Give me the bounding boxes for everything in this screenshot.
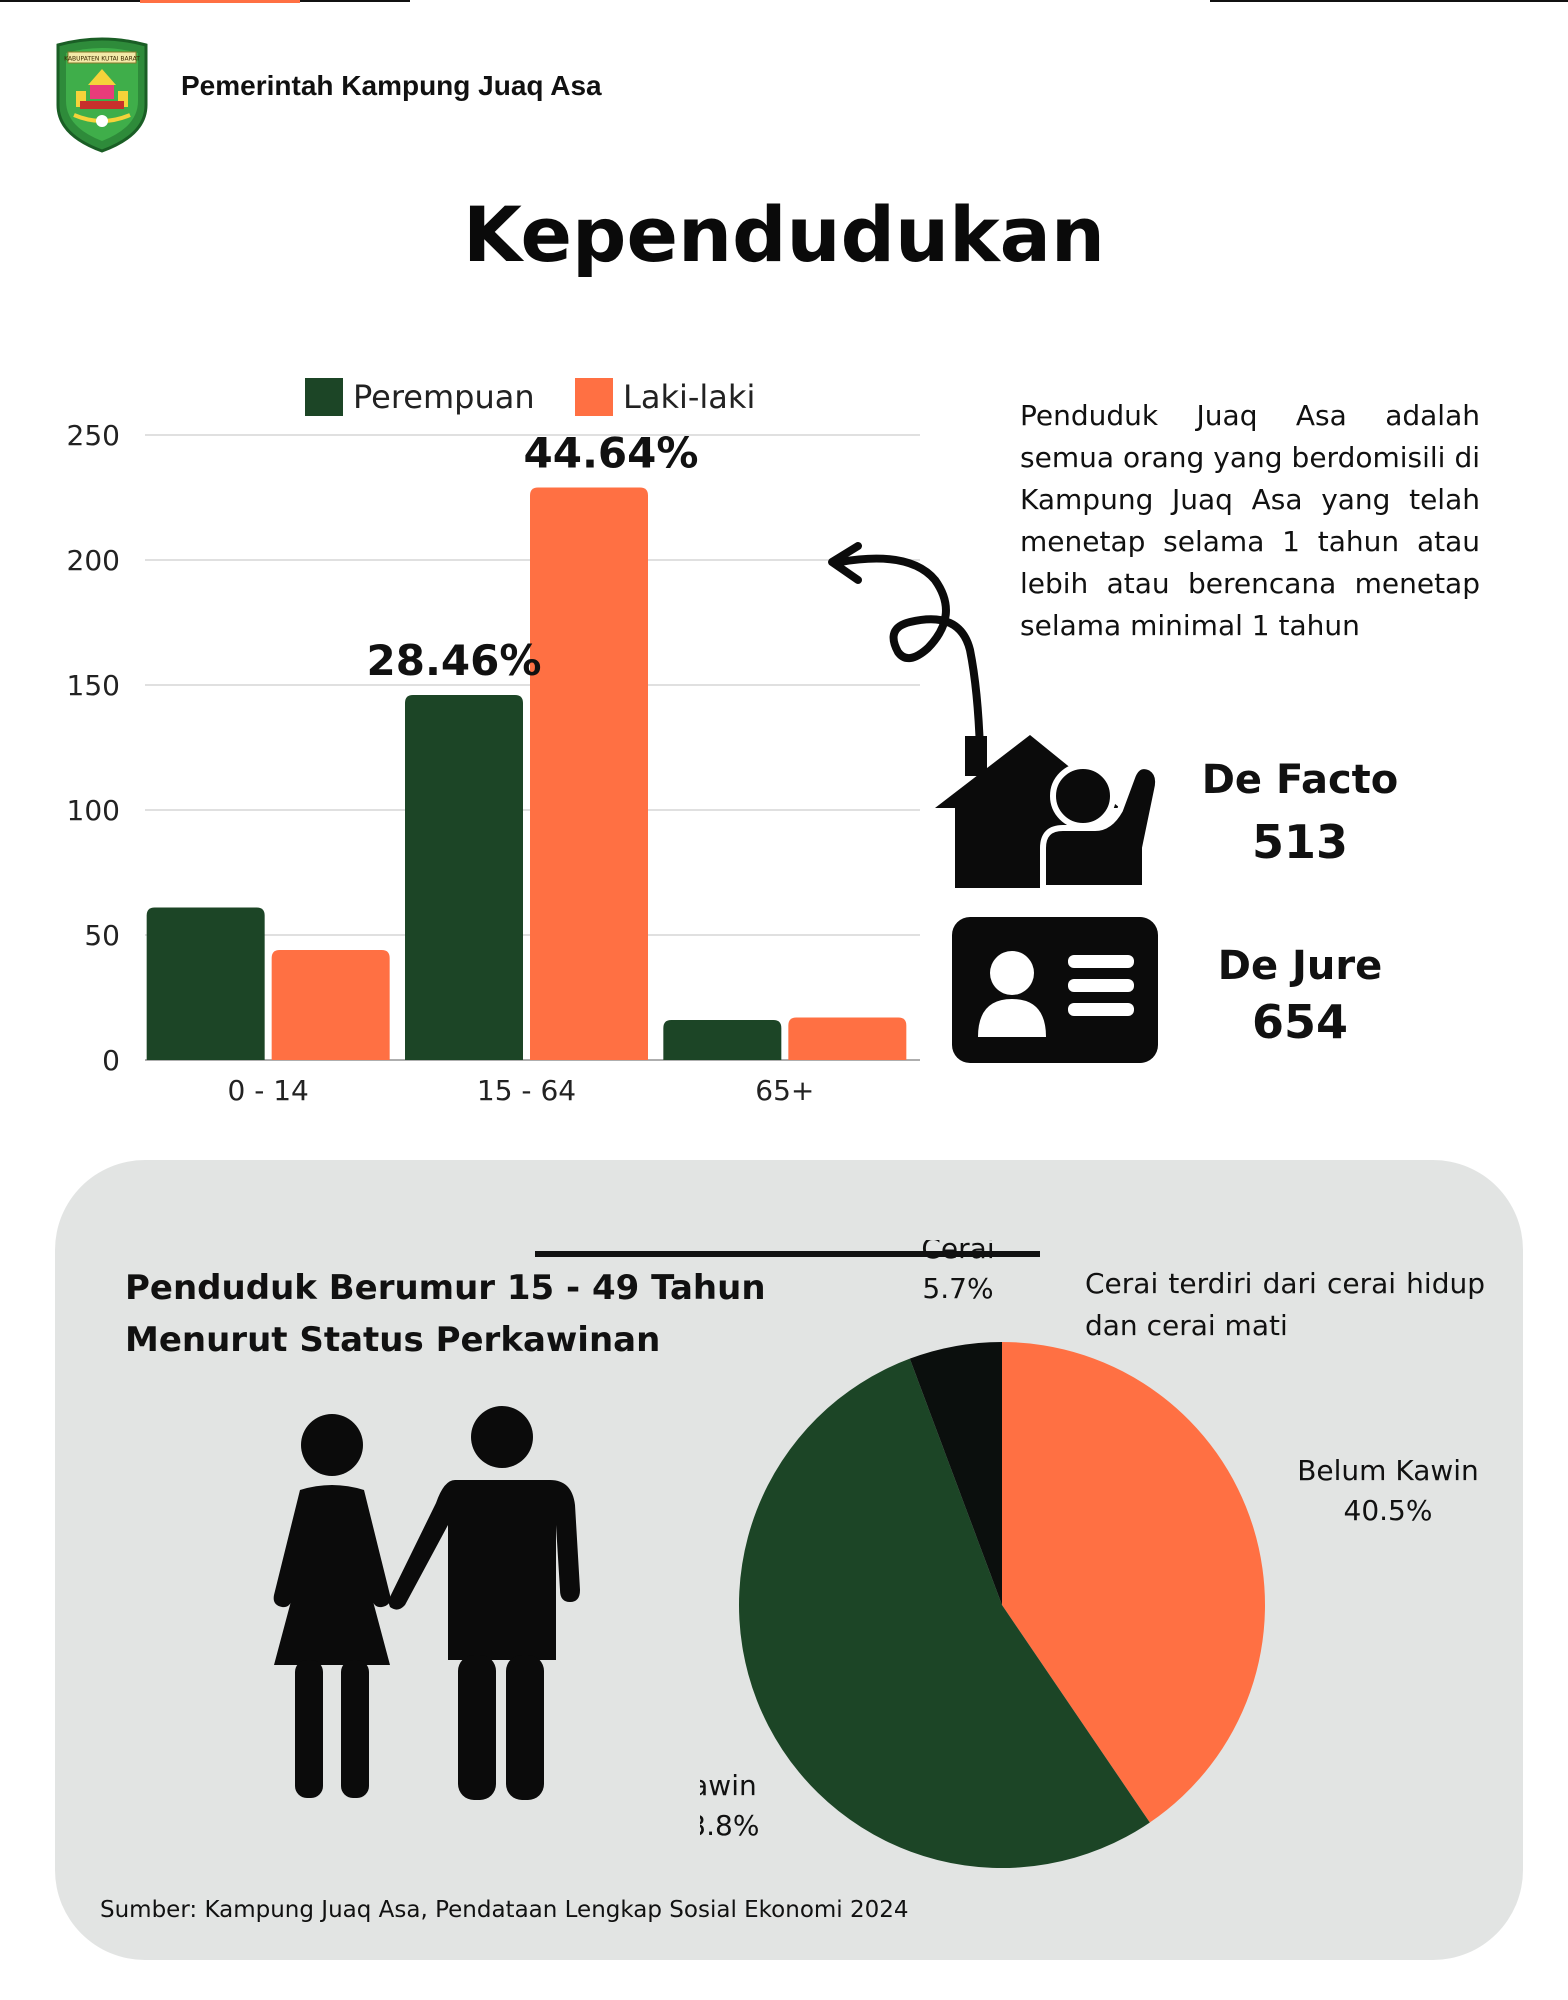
de-jure-value: 654 bbox=[1251, 995, 1349, 1049]
couple-icon bbox=[273, 1406, 580, 1800]
bar-perempuan-2 bbox=[663, 1020, 782, 1060]
bar-perempuan-1 bbox=[405, 695, 523, 1060]
logo-text: KABUPATEN KUTAI BARAT bbox=[64, 56, 140, 63]
pie-label-name: Kawin bbox=[700, 1769, 757, 1802]
bar-laki-laki-1 bbox=[530, 487, 648, 1060]
bar-chart-legend: Perempuan Laki-laki bbox=[305, 378, 755, 416]
pie-label-value: 40.5% bbox=[1344, 1494, 1433, 1527]
y-tick-label: 150 bbox=[67, 669, 120, 702]
pie-labels: Belum Kawin 40.5% Kawin 53.8% Cerai 5.7% bbox=[700, 1240, 1479, 1842]
bar-chart-annotations: 28.46% 44.64% bbox=[367, 429, 699, 686]
pie-label-value: 53.8% bbox=[700, 1809, 759, 1842]
bar-chart-x-ticks: 0 - 14 15 - 64 65+ bbox=[227, 1074, 814, 1107]
y-tick-label: 200 bbox=[67, 544, 120, 577]
percentage-annotation: 28.46% bbox=[367, 636, 542, 685]
pie-label-value: 5.7% bbox=[922, 1272, 993, 1305]
pie-label-name: Belum Kawin bbox=[1297, 1454, 1479, 1487]
legend-label: Perempuan bbox=[353, 378, 535, 416]
marital-status-pie-chart: Belum Kawin 40.5% Kawin 53.8% Cerai 5.7% bbox=[700, 1240, 1479, 1868]
curved-arrow-icon bbox=[828, 542, 984, 754]
y-tick-label: 50 bbox=[84, 919, 120, 952]
pie-slice-belum-kawin bbox=[1002, 1342, 1265, 1823]
legend-swatch bbox=[575, 378, 613, 416]
de-facto-value: 513 bbox=[1251, 815, 1349, 869]
de-facto-label: De Facto bbox=[1201, 757, 1399, 803]
y-tick-label: 0 bbox=[102, 1044, 120, 1077]
marital-status-title: Penduduk Berumur 15 - 49 Tahun Menurut S… bbox=[125, 1262, 825, 1366]
legend-swatch bbox=[305, 378, 343, 416]
marital-title-line2: Menurut Status Perkawinan bbox=[125, 1320, 661, 1360]
age-gender-bar-chart: 0 50 100 150 200 250 0 - 14 15 - 64 65+ 28.46% 4… bbox=[67, 378, 920, 1107]
top-divider-right bbox=[1210, 0, 1568, 2]
bar-laki-laki-0 bbox=[271, 950, 390, 1060]
x-tick-label: 0 - 14 bbox=[227, 1074, 308, 1107]
source-citation: Sumber: Kampung Juaq Asa, Pendataan Leng… bbox=[100, 1897, 909, 1923]
pie-slice-kawin bbox=[739, 1358, 1150, 1868]
panel-divider bbox=[535, 1251, 1040, 1257]
x-tick-label: 65+ bbox=[755, 1074, 814, 1107]
bar-perempuan-0 bbox=[146, 907, 265, 1060]
resident-definition-text: Penduduk Juaq Asa adalah semua orang yan… bbox=[1020, 399, 1480, 642]
bar-laki-laki-2 bbox=[788, 1017, 907, 1060]
pie-slice-cerai bbox=[909, 1342, 1002, 1605]
percentage-annotation: 44.64% bbox=[524, 429, 699, 478]
pie-slices bbox=[739, 1342, 1265, 1868]
org-name: Pemerintah Kampung Juaq Asa bbox=[181, 70, 602, 101]
bar-chart-y-ticks: 0 50 100 150 200 250 bbox=[67, 419, 120, 1077]
legend-label: Laki-laki bbox=[623, 378, 755, 416]
cerai-note: Cerai terdiri dari cerai hidup dan cerai… bbox=[1085, 1267, 1485, 1342]
house-person-icon bbox=[935, 735, 1162, 890]
y-tick-label: 250 bbox=[67, 419, 120, 452]
de-jure-label: De Jure bbox=[1217, 943, 1383, 989]
id-card-icon bbox=[952, 917, 1158, 1063]
top-accent-left bbox=[140, 0, 300, 3]
pie-label-name: Cerai bbox=[921, 1240, 994, 1265]
bar-chart-bars bbox=[146, 487, 907, 1060]
page-title: Kependudukan bbox=[462, 190, 1106, 279]
marital-title-line1: Penduduk Berumur 15 - 49 Tahun bbox=[125, 1268, 766, 1308]
y-tick-label: 100 bbox=[67, 794, 120, 827]
x-tick-label: 15 - 64 bbox=[477, 1074, 576, 1107]
regency-emblem-icon: KABUPATEN KUTAI BARAT bbox=[56, 37, 148, 153]
